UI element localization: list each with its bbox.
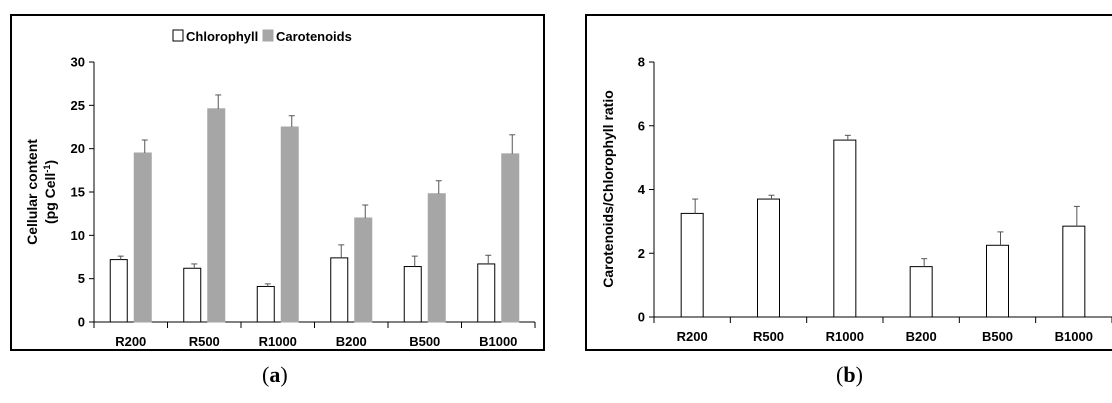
bar-carotenoids-b200 xyxy=(354,217,373,323)
x-tick-label-r1000: R1000 xyxy=(826,329,864,344)
x-tick-label-b200: B200 xyxy=(336,334,367,349)
bar-chlorophyll-r200 xyxy=(109,259,128,323)
caption-a: (a) xyxy=(262,362,288,387)
legend-label-carotenoids: Carotenoids xyxy=(276,29,352,44)
x-tick-label-b500: B500 xyxy=(982,329,1013,344)
bar-ratio-r1000 xyxy=(833,139,857,318)
y-tick-label: 4 xyxy=(638,182,646,197)
bar-ratio-b200 xyxy=(909,266,933,318)
bar-ratio-b1000 xyxy=(1062,225,1086,318)
y-axis-label-line2: (pg Cell-1) xyxy=(42,160,58,224)
legend-label-chlorophyll: Chlorophyll xyxy=(186,29,258,44)
legend-swatch-carotenoids xyxy=(262,29,274,42)
bar-carotenoids-r500 xyxy=(207,108,226,323)
bar-carotenoids-r1000 xyxy=(280,126,299,323)
y-tick-label: 8 xyxy=(638,55,645,70)
x-tick-label-r1000: R1000 xyxy=(259,334,297,349)
x-tick-label-b200: B200 xyxy=(906,329,937,344)
y-tick-label: 0 xyxy=(638,310,645,325)
bar-carotenoids-b500 xyxy=(427,193,446,323)
bar-ratio-b500 xyxy=(986,244,1009,318)
x-tick-label-r200: R200 xyxy=(115,334,146,349)
bar-ratio-r500 xyxy=(757,198,780,318)
y-tick-label: 5 xyxy=(78,271,85,286)
y-tick-label: 30 xyxy=(71,55,85,70)
y-axis-label: Carotenoids/Chlorophyll ratio xyxy=(600,90,616,288)
y-tick-label: 2 xyxy=(638,246,645,261)
x-tick-label-r500: R500 xyxy=(189,334,220,349)
bar-chlorophyll-r1000 xyxy=(256,285,275,323)
y-tick-label: 10 xyxy=(71,228,85,243)
x-tick-label-b1000: B1000 xyxy=(479,334,517,349)
panel-a-frame xyxy=(10,14,545,351)
y-tick-label: 15 xyxy=(71,185,85,200)
bar-carotenoids-b1000 xyxy=(501,153,520,323)
bar-carotenoids-r200 xyxy=(133,152,152,323)
caption-b: (b) xyxy=(836,362,863,387)
y-tick-label: 0 xyxy=(78,315,85,330)
x-tick-label-r200: R200 xyxy=(677,329,708,344)
y-tick-label: 25 xyxy=(71,98,85,113)
bar-ratio-r200 xyxy=(680,212,704,318)
y-tick-label: 20 xyxy=(71,141,85,156)
bar-chlorophyll-b500 xyxy=(403,266,422,323)
x-tick-label-r500: R500 xyxy=(753,329,784,344)
y-axis-label-line1: Cellular content xyxy=(24,139,40,245)
y-tick-label: 6 xyxy=(638,118,645,133)
bar-chlorophyll-r500 xyxy=(183,267,202,323)
bar-chlorophyll-b1000 xyxy=(477,263,496,323)
legend-swatch-chlorophyll xyxy=(172,29,184,42)
bar-chlorophyll-b200 xyxy=(330,257,349,323)
x-tick-label-b500: B500 xyxy=(409,334,440,349)
x-tick-label-b1000: B1000 xyxy=(1055,329,1093,344)
